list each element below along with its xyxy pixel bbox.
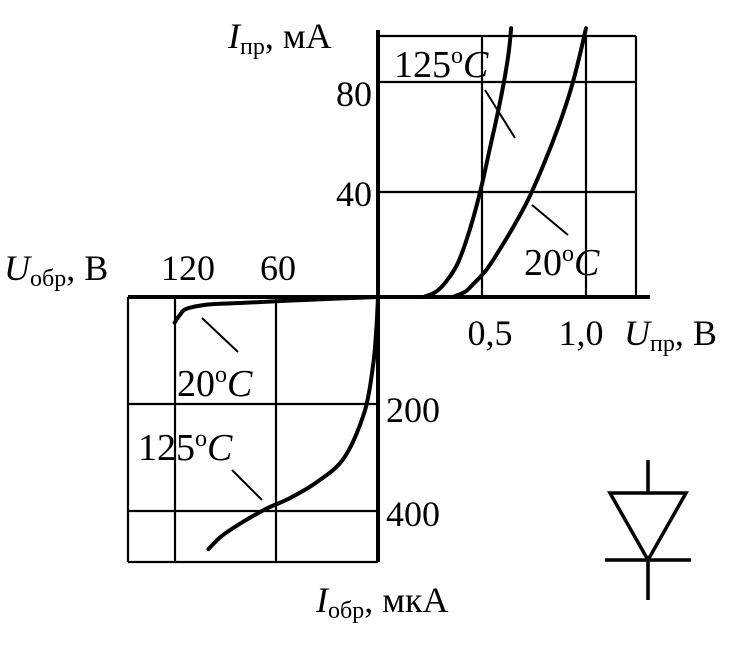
reverse-grid (126, 297, 378, 564)
fwd-s1-deg: o (562, 241, 574, 267)
rev-x-symbol: U (4, 248, 32, 288)
leader-lines (201, 89, 569, 501)
forward-y-tick-80: 80 (336, 74, 372, 114)
rev-s1-deg: o (195, 426, 207, 452)
rev-s1-base: 125 (138, 427, 195, 469)
fwd-x-symbol: U (624, 313, 652, 353)
rev-s0-deg: o (215, 362, 227, 388)
rev-x-sub: обр (30, 266, 66, 292)
fwd-y-symbol: I (227, 16, 242, 56)
reverse-series-label-20c: 20oC (177, 362, 253, 405)
reverse-y-tick-200: 200 (386, 390, 440, 430)
fwd-x-rest: , В (675, 313, 717, 353)
fwd-s1-unit: C (574, 242, 600, 284)
leader-rev-20c (201, 317, 239, 353)
leader-rev-125c (231, 469, 263, 501)
curves (172, 26, 588, 552)
reverse-x-tick-60: 60 (260, 248, 296, 288)
fwd-s0-base: 125 (394, 44, 451, 86)
reverse-y-tick-400: 400 (386, 494, 440, 534)
forward-curve-125c (421, 26, 514, 299)
rev-y-sub: обр (328, 598, 364, 624)
forward-x-axis-title: Uпр, В (624, 313, 717, 357)
diode-icon (605, 460, 691, 600)
rev-x-rest: , В (66, 248, 108, 288)
fwd-s0-unit: C (463, 44, 489, 86)
reverse-curve-20c (172, 295, 380, 325)
forward-curve-20c (450, 26, 588, 299)
fwd-s0-deg: o (451, 43, 463, 69)
reverse-x-tick-120: 120 (161, 248, 215, 288)
rev-y-rest: , мкА (364, 580, 448, 620)
reverse-series-label-125c: 125oC (138, 426, 233, 469)
reverse-x-axis-title: Uобр, В (4, 248, 108, 292)
rev-s0-unit: C (227, 363, 253, 405)
forward-series-label-20c: 20oC (524, 241, 600, 284)
fwd-y-rest: , мА (265, 16, 332, 56)
fwd-s1-base: 20 (524, 242, 562, 284)
leader-fwd-20c (531, 204, 569, 236)
diode-triangle (606, 491, 690, 564)
reverse-y-axis-title: Iобр, мкА (315, 580, 449, 624)
forward-x-tick-10: 1,0 (559, 313, 604, 353)
forward-x-tick-05: 0,5 (468, 313, 513, 353)
rev-s1-unit: C (207, 427, 233, 469)
fwd-x-sub: пр (650, 331, 675, 357)
forward-series-label-125c: 125oC (394, 43, 489, 86)
leader-fwd-125c (484, 89, 516, 139)
rev-y-symbol: I (315, 580, 330, 620)
reverse-curve-125c (206, 295, 380, 552)
fwd-y-sub: пр (240, 34, 265, 60)
forward-grid (378, 34, 638, 297)
rev-s0-base: 20 (177, 363, 215, 405)
forward-y-tick-40: 40 (336, 174, 372, 214)
forward-y-axis-title: Iпр, мА (227, 16, 332, 60)
